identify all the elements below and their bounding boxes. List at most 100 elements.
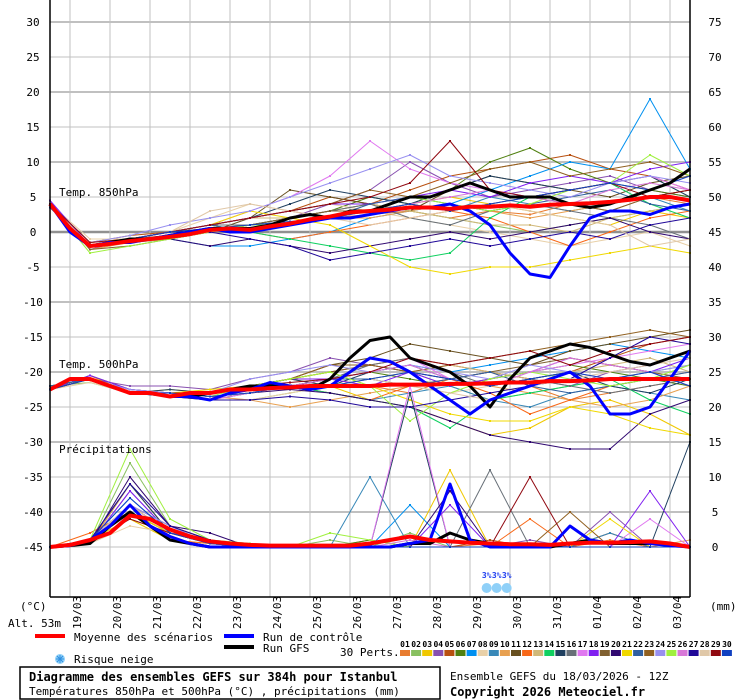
t500-member-14-line-point bbox=[529, 392, 531, 394]
precip_mm-member-27-line bbox=[49, 483, 690, 548]
t850-member-25-line-point bbox=[489, 210, 491, 212]
y-left-tick-label: -35 bbox=[23, 471, 43, 484]
t500-member-28-line-point bbox=[569, 378, 571, 380]
t850-member-12-line-point bbox=[329, 231, 331, 233]
legend-gfs-label: Run GFS bbox=[263, 642, 309, 655]
main-lines bbox=[48, 167, 692, 549]
t500-member-30-line-point bbox=[489, 385, 491, 387]
precip_mm-member-30-line-point bbox=[129, 497, 131, 499]
y-right-tick-label: 75 bbox=[708, 16, 721, 29]
precip_mm-member-25-line-point bbox=[329, 532, 331, 534]
member-legend-swatch bbox=[555, 650, 566, 656]
t850-member-20-line-point bbox=[489, 238, 491, 240]
t850-member-28-line-point bbox=[649, 245, 651, 247]
t850-member-27-line-point bbox=[209, 231, 211, 233]
y-right-tick-label: 60 bbox=[708, 121, 721, 134]
precip_mm-member-16-line-point bbox=[489, 469, 491, 471]
t500-member-16-line-point bbox=[649, 385, 651, 387]
t850-member-21-line-point bbox=[409, 266, 411, 268]
t850-member-14-line-point bbox=[329, 245, 331, 247]
precip_mm-member-08-line-point bbox=[129, 525, 131, 527]
t500-member-20-line-point bbox=[609, 448, 611, 450]
t850-member-21-line-point bbox=[569, 259, 571, 261]
member-legend-id: 25 bbox=[667, 640, 677, 649]
precip_mm-member-25-line-point bbox=[369, 539, 371, 541]
t850-member-30-line-point bbox=[249, 224, 251, 226]
t850-member-06-line-point bbox=[489, 161, 491, 163]
precip_mm-member-17-line-point bbox=[649, 518, 651, 520]
t850-member-14-line-point bbox=[449, 252, 451, 254]
t850-member-10-line-point bbox=[529, 217, 531, 219]
t850-member-07-line-point bbox=[569, 161, 571, 163]
snowflake-icon bbox=[55, 654, 65, 664]
t500-member-20-line-point bbox=[489, 434, 491, 436]
t500-member-14-line-point bbox=[449, 427, 451, 429]
label-t500: Temp. 500hPa bbox=[59, 358, 138, 371]
y-left-tick-label: -25 bbox=[23, 401, 43, 414]
t850-member-21-line-point bbox=[449, 273, 451, 275]
t850-member-21-line-point bbox=[369, 245, 371, 247]
t500-member-21-line-point bbox=[449, 413, 451, 415]
t850-member-18-line-point bbox=[489, 196, 491, 198]
member-legend-id: 17 bbox=[578, 640, 588, 649]
legend-control-swatch bbox=[224, 634, 254, 638]
member-legend-id: 16 bbox=[567, 640, 577, 649]
t850-member-25-line-point bbox=[129, 245, 131, 247]
precip_mm-member-02-line-point bbox=[329, 539, 331, 541]
precip_mm-member-18-line-point bbox=[129, 490, 131, 492]
snow-risk-percent: 3% bbox=[492, 571, 502, 580]
member-legend-id: 20 bbox=[611, 640, 621, 649]
t850-member-15-line-point bbox=[489, 175, 491, 177]
t500-member-29-line-point bbox=[569, 364, 571, 366]
t500-member-04-line-point bbox=[169, 385, 171, 387]
t500-member-27-line-point bbox=[409, 406, 411, 408]
precip_mm-member-30-line-point bbox=[409, 546, 411, 548]
y-right-tick-label: 35 bbox=[708, 296, 721, 309]
member-legend-id: 03 bbox=[422, 640, 432, 649]
member-legend-swatch bbox=[499, 650, 510, 656]
t850-member-13-line-point bbox=[529, 224, 531, 226]
t850-member-29-line-point bbox=[249, 217, 251, 219]
member-legend-swatch bbox=[577, 650, 588, 656]
x-tick-label: 23/03 bbox=[231, 596, 244, 629]
t500-member-03-line-point bbox=[529, 427, 531, 429]
t500-member-27-line-point bbox=[249, 399, 251, 401]
precip_mm-member-02-line-point bbox=[409, 532, 411, 534]
t850-member-29-line-point bbox=[89, 241, 91, 244]
t500-member-20-line-point bbox=[369, 399, 371, 401]
precip_mm-member-04-line-point bbox=[609, 511, 611, 513]
snowflake-icon bbox=[501, 583, 512, 593]
t850-member-25-line-point bbox=[169, 238, 171, 240]
t850-member-18-line-point bbox=[649, 168, 651, 170]
y-right-tick-label: 20 bbox=[708, 401, 721, 414]
member-legend-swatch bbox=[588, 650, 599, 656]
t500-member-29-line-point bbox=[449, 364, 451, 366]
member-legend-swatch bbox=[710, 650, 721, 656]
member-legend-swatch bbox=[622, 650, 632, 656]
member-legend-swatch bbox=[677, 650, 688, 656]
precip_mm-member-09-line-point bbox=[609, 532, 611, 534]
t500-member-04-line-point bbox=[329, 357, 331, 359]
t500-member-16-line-point bbox=[609, 392, 611, 394]
t500-member-29-line-point bbox=[369, 371, 371, 373]
t500-member-14-line-point bbox=[649, 399, 651, 401]
t850-member-24-line-point bbox=[169, 224, 171, 226]
precip_mm-member-30-line-point bbox=[609, 546, 611, 548]
t850-member-12-line-point bbox=[609, 231, 611, 233]
t850-member-25-line-point bbox=[649, 154, 651, 156]
t500-member-11-line-point bbox=[609, 343, 611, 345]
y-left-tick-label: -5 bbox=[26, 261, 39, 274]
precip_mm-member-27-line-point bbox=[169, 525, 171, 527]
member-legend-swatch bbox=[544, 650, 555, 656]
t850-member-13-line-point bbox=[649, 210, 651, 212]
t500-member-21-line-point bbox=[409, 399, 411, 401]
t500-member-24-line-point bbox=[129, 388, 131, 391]
t850-member-17-line bbox=[49, 140, 691, 247]
precip_mm-member-30-line-point bbox=[209, 542, 211, 545]
t850-member-06-line-point bbox=[529, 147, 531, 149]
t850-member-11-line-point bbox=[609, 196, 611, 198]
x-tick-label: 24/03 bbox=[271, 596, 284, 629]
x-tick-label: 25/03 bbox=[311, 596, 324, 629]
t850-member-13-line-point bbox=[409, 210, 411, 212]
member-legend-id: 14 bbox=[544, 640, 554, 649]
